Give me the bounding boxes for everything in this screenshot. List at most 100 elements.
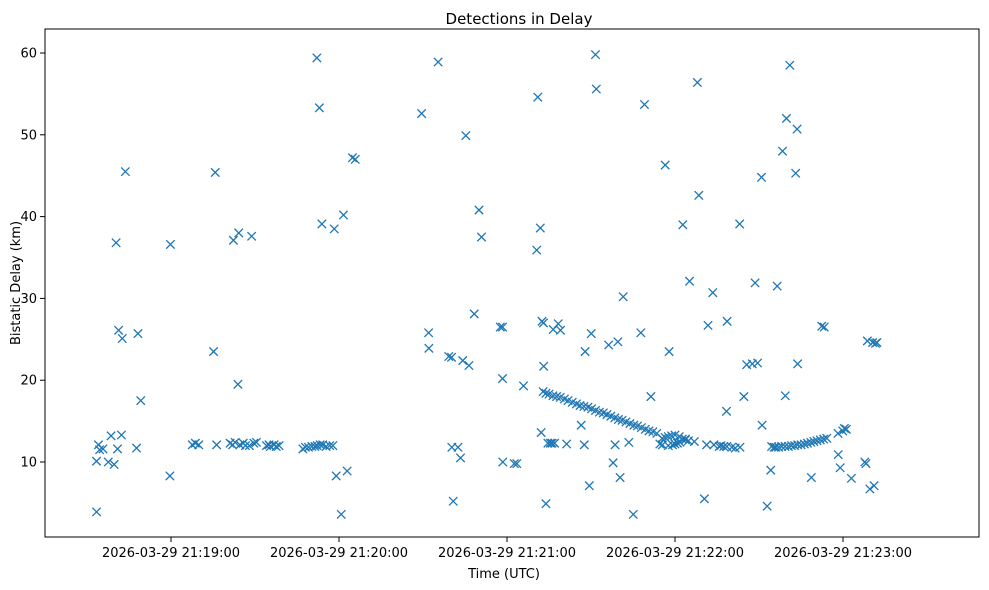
data-point	[94, 445, 105, 455]
y-tick-label: 60	[20, 47, 37, 62]
data-point	[769, 442, 779, 452]
data-point	[538, 386, 548, 397]
data-point	[608, 458, 618, 468]
data-point	[464, 360, 474, 371]
data-point	[331, 471, 341, 481]
data-point	[495, 322, 505, 332]
data-point	[667, 440, 678, 450]
data-point	[841, 424, 852, 434]
data-point	[817, 321, 827, 331]
data-point	[274, 440, 284, 451]
data-point	[249, 438, 259, 448]
x-tick-label: 2026-03-29 21:20:00	[270, 546, 408, 561]
data-point	[541, 388, 551, 398]
data-point	[727, 442, 737, 452]
data-point	[613, 414, 624, 425]
data-point	[872, 337, 882, 348]
data-point	[113, 325, 124, 335]
data-point	[561, 439, 572, 449]
data-point	[228, 235, 239, 245]
data-point	[444, 351, 454, 362]
data-point	[230, 437, 240, 448]
data-point	[208, 346, 219, 357]
data-point	[329, 224, 339, 234]
x-tick-label: 2026-03-29 21:21:00	[438, 546, 576, 561]
data-point	[246, 231, 257, 241]
data-point	[120, 166, 131, 177]
data-point	[839, 423, 850, 434]
data-point	[722, 316, 732, 326]
data-point	[234, 228, 244, 238]
data-point	[541, 499, 551, 509]
data-point	[792, 124, 802, 134]
data-point	[819, 434, 829, 444]
data-point	[657, 433, 667, 443]
data-point	[476, 232, 487, 242]
data-point	[131, 443, 142, 453]
data-point	[591, 84, 601, 94]
data-point	[555, 325, 566, 335]
data-point	[518, 381, 529, 391]
data-point	[512, 458, 522, 469]
data-point	[109, 459, 119, 470]
data-point	[752, 358, 763, 368]
data-point	[664, 346, 674, 357]
data-point	[699, 494, 710, 504]
scatter-marks	[91, 49, 882, 520]
y-axis-ticks: 10 20 30 40 50 60	[20, 47, 45, 471]
data-point	[165, 471, 175, 481]
data-point	[536, 427, 546, 438]
data-point	[416, 108, 427, 119]
data-point	[766, 465, 776, 475]
data-point	[835, 463, 845, 473]
data-point	[347, 153, 358, 163]
data-point	[646, 391, 656, 402]
data-point	[547, 438, 557, 448]
data-point	[328, 440, 338, 451]
data-point	[342, 466, 352, 476]
data-point	[628, 509, 638, 520]
data-point	[497, 373, 508, 384]
data-point	[111, 238, 121, 248]
data-point	[91, 456, 102, 466]
data-point	[469, 309, 479, 319]
y-tick-label: 30	[20, 292, 37, 307]
data-point	[678, 220, 688, 230]
data-point	[103, 457, 113, 467]
data-point	[317, 219, 327, 229]
data-point	[336, 509, 346, 520]
data-point	[533, 92, 543, 102]
data-point	[251, 437, 262, 448]
data-point	[535, 223, 545, 233]
y-tick-label: 10	[20, 456, 37, 471]
data-point	[424, 343, 434, 353]
data-point	[822, 433, 832, 443]
data-point	[689, 436, 699, 447]
data-point	[576, 420, 586, 430]
data-point	[580, 346, 590, 357]
data-point	[548, 391, 558, 401]
data-point	[719, 441, 729, 452]
data-point	[684, 276, 695, 286]
y-tick-label: 20	[20, 374, 37, 389]
data-point	[165, 239, 176, 250]
x-tick-label: 2026-03-29 21:22:00	[606, 546, 744, 561]
data-point	[586, 328, 596, 339]
data-point	[670, 439, 680, 449]
data-point	[590, 49, 601, 60]
data-point	[112, 444, 123, 454]
data-point	[448, 496, 458, 506]
data-point	[792, 359, 803, 369]
data-point	[423, 328, 434, 338]
data-point	[579, 440, 589, 450]
data-point	[312, 53, 322, 63]
data-point	[772, 281, 782, 291]
data-point	[615, 472, 625, 483]
data-point	[865, 484, 875, 494]
x-tick-label: 2026-03-29 21:23:00	[774, 546, 912, 561]
data-point	[629, 420, 639, 430]
data-point	[660, 160, 670, 170]
data-point	[777, 441, 787, 452]
data-point	[739, 391, 749, 402]
data-point	[433, 57, 443, 67]
